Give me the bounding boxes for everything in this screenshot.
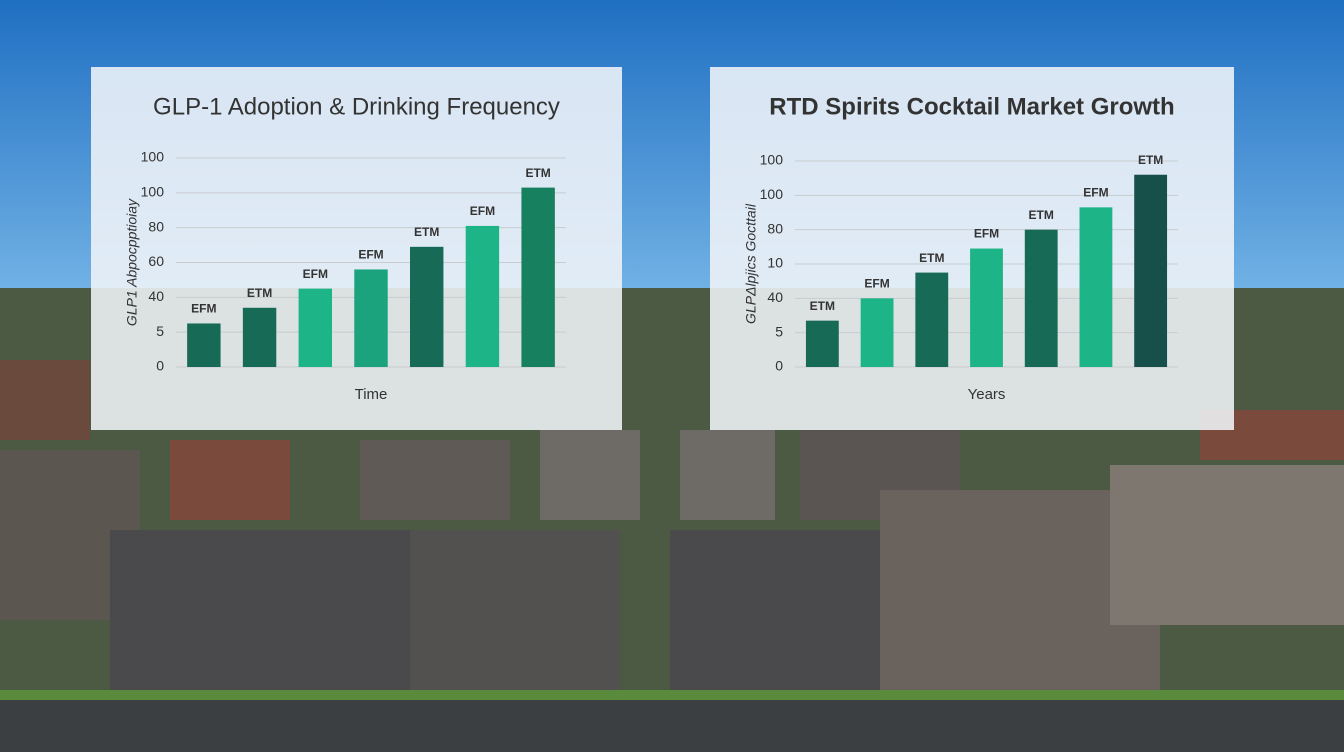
bar (970, 248, 1003, 367)
bar-label: ETM (414, 225, 439, 239)
y-tick-label: 0 (775, 358, 783, 374)
chart-panel: RTD Spirits Cocktail Market Growth 0 5 40 10… (710, 67, 1234, 430)
bar-label: EFM (470, 204, 495, 218)
y-axis-label: GLP1 Abpocpptioiay (124, 198, 140, 326)
y-tick-label: 5 (775, 323, 783, 339)
y-axis-label: GLPΔlpjics Gocttail (743, 203, 759, 324)
bar-label: ETM (525, 166, 550, 180)
bar (805, 320, 839, 367)
chart-title: RTD Spirits Cocktail Market Growth (769, 93, 1174, 120)
bar-label: ETM (1138, 153, 1163, 167)
bar-label: EFM (864, 277, 889, 291)
y-tick-label: 80 (148, 218, 164, 234)
buildings (0, 360, 1344, 752)
y-tick-label: 100 (760, 152, 784, 168)
bar-label: EFM (191, 302, 216, 316)
bar-label: EFM (974, 227, 999, 241)
bar (860, 298, 894, 367)
bar (915, 272, 949, 367)
y-tick-label: 0 (156, 358, 164, 374)
chart-panel: GLP-1 Adoption & Drinking Frequency 0 5 40 6… (91, 67, 622, 430)
y-tick-label: 40 (767, 289, 783, 305)
chart-title: GLP-1 Adoption & Drinking Frequency (153, 93, 560, 120)
y-tick-label: 80 (767, 220, 783, 236)
bar (521, 187, 555, 367)
bar (187, 323, 221, 367)
bar (1079, 207, 1113, 367)
bar-label: EFM (303, 267, 328, 281)
bar (242, 307, 277, 367)
y-tick-label: 100 (141, 149, 165, 165)
x-axis-label: Years (968, 386, 1006, 403)
y-tick-label: 40 (148, 288, 164, 304)
bar (298, 288, 332, 367)
bar-label: ETM (247, 286, 272, 300)
bar (465, 225, 500, 367)
bar (354, 269, 388, 367)
bar-label: EFM (1083, 186, 1108, 200)
bar-label: ETM (1029, 208, 1054, 222)
y-tick-label: 10 (767, 255, 783, 271)
y-tick-label: 60 (148, 253, 164, 269)
y-tick-label: 100 (760, 186, 784, 202)
bar (1024, 229, 1058, 367)
bar-label: ETM (810, 299, 835, 313)
bar (410, 246, 444, 367)
bar-label: EFM (358, 248, 383, 262)
x-axis-label: Time (355, 386, 388, 403)
y-tick-label: 5 (156, 323, 164, 339)
bar-label: ETM (919, 251, 944, 265)
bar (1134, 174, 1168, 367)
y-tick-label: 100 (141, 184, 165, 200)
